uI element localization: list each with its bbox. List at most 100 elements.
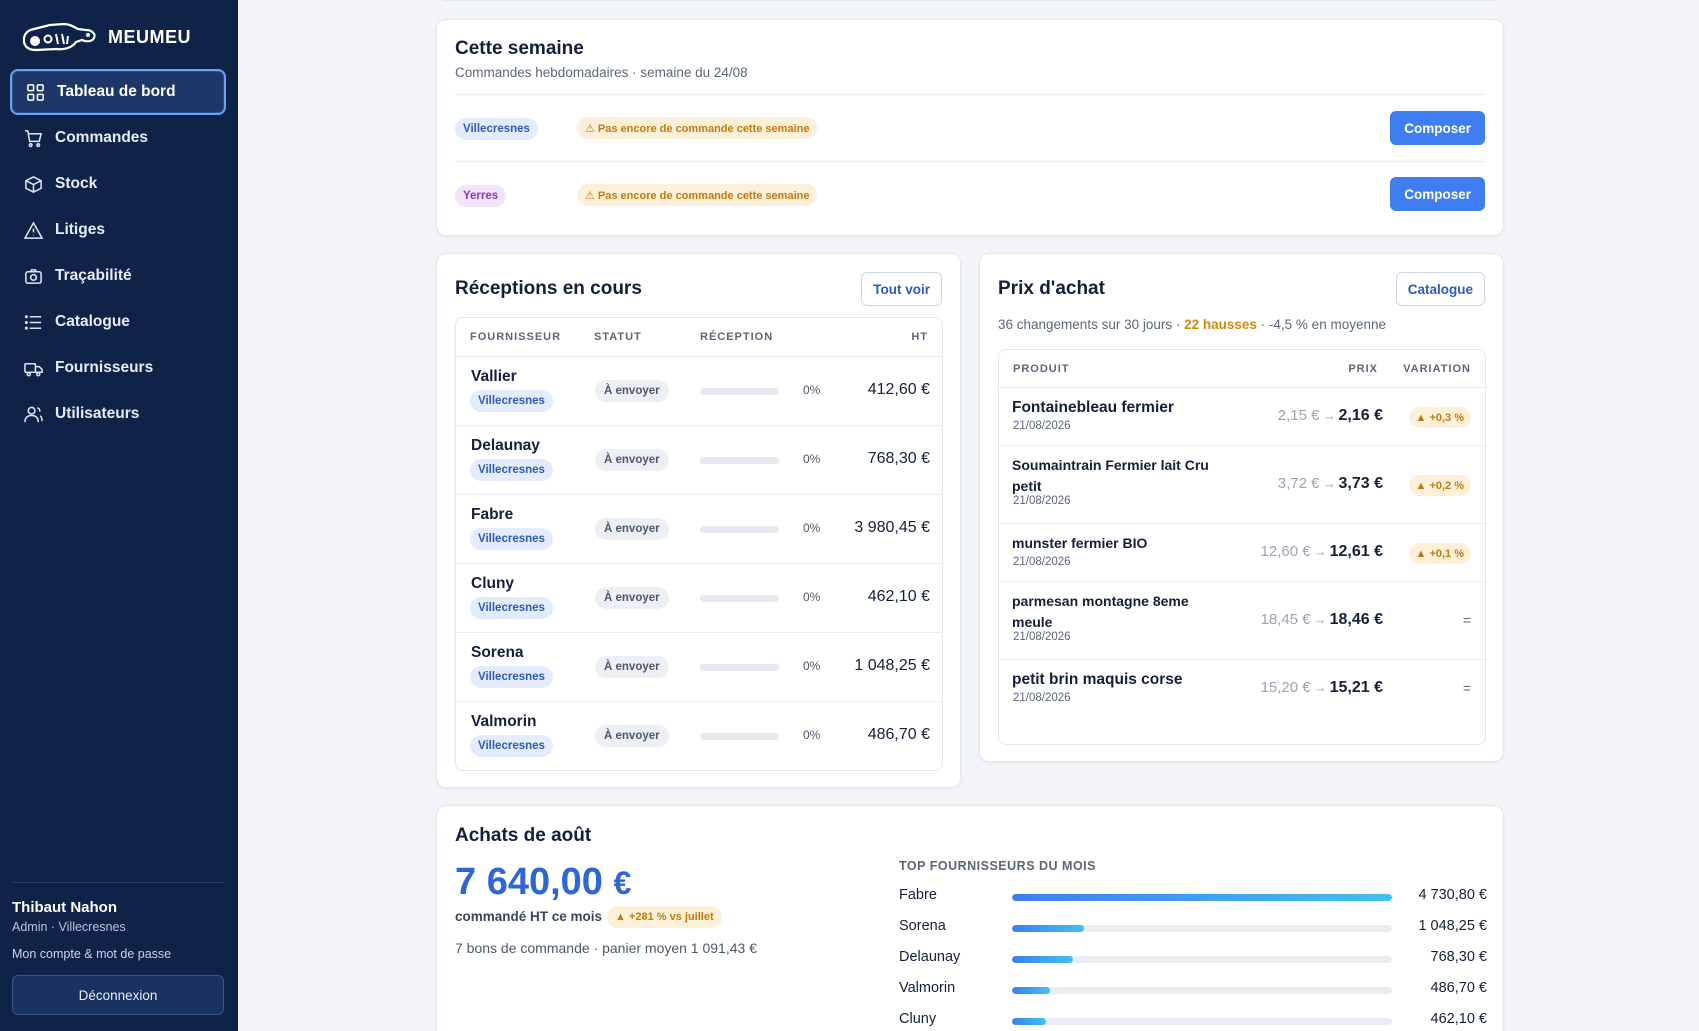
nav-label: Utilisateurs [55, 405, 140, 422]
table-row[interactable]: Vallier Villecresnes À envoyer 0% 412,60 € [456, 357, 942, 426]
table-row[interactable]: petit brin maquis corse 21/08/2026 15,20 €… [999, 660, 1485, 718]
box-icon [25, 175, 42, 193]
nav-item-catalogue[interactable]: Catalogue [10, 299, 226, 345]
amount-ht: 1 048,25 € [854, 657, 930, 674]
summary-suffix: · -4,5 % en moyenne [1256, 317, 1386, 332]
nav-item-tableau-de-bord[interactable]: Tableau de bord [10, 69, 226, 115]
table-row[interactable]: Soumaintrain Fermier lait Cru petit 21/08… [999, 446, 1485, 524]
truck-icon [24, 362, 43, 376]
table-row[interactable]: Cluny Villecresnes À envoyer 0% 462,10 € [456, 564, 942, 633]
amount-ht: 3 980,45 € [854, 519, 930, 536]
table-row[interactable]: Fabre Villecresnes À envoyer 0% 3 980,45 € [456, 495, 942, 564]
top-supplier-name: Sorena [899, 918, 946, 934]
status-badge: À envoyer [595, 518, 669, 540]
bar-fill [1012, 894, 1392, 901]
nav-item-fournisseurs[interactable]: Fournisseurs [10, 345, 226, 391]
see-all-button[interactable]: Tout voir [861, 272, 942, 306]
nav-label: Stock [55, 175, 98, 192]
col-ht: HT [911, 331, 928, 343]
reception-progress-bar [700, 457, 779, 464]
top-supplier-value: 486,70 € [1430, 980, 1487, 996]
users-icon [24, 406, 43, 422]
col-prix: PRIX [1348, 363, 1378, 375]
brand-logo-icon [22, 22, 96, 52]
amount-ht: 462,10 € [867, 588, 930, 605]
nav-item-utilisateurs[interactable]: Utilisateurs [10, 391, 226, 437]
top-supplier-value: 1 048,25 € [1418, 918, 1487, 934]
site-chip: Villecresnes [470, 666, 553, 688]
table-row[interactable]: Sorena Villecresnes À envoyer 0% 1 048,25 € [456, 633, 942, 702]
basket-average: panier moyen 1 091,43 € [602, 940, 757, 956]
brand-name: MEUMEU [108, 26, 191, 47]
compose-button[interactable]: Composer [1390, 111, 1485, 145]
receptions-table: FOURNISSEUR STATUT RÉCEPTION HT Vallier V… [455, 317, 943, 771]
reception-progress-bar [700, 526, 779, 533]
orders-count: 7 bons de commande · [455, 940, 599, 956]
price-date: 21/08/2026 [1013, 420, 1071, 432]
no-order-warning: ⚠ Pas encore de commande cette semaine [577, 184, 818, 206]
no-order-warning: ⚠ Pas encore de commande cette semaine [577, 117, 818, 139]
account-link[interactable]: Mon compte & mot de passe [12, 947, 172, 961]
summary-prefix: 36 changements sur 30 jours · [998, 317, 1185, 332]
progress-label: 0% [803, 452, 821, 466]
status-badge: À envoyer [595, 380, 669, 402]
table-row[interactable]: Fontainebleau fermier 21/08/2026 2,15 € → 2,… [999, 388, 1485, 446]
col-variation: VARIATION [1403, 363, 1471, 375]
supplier-name: Fabre [471, 506, 514, 523]
nav-item-commandes[interactable]: Commandes [10, 115, 226, 161]
table-row[interactable]: Delaunay Villecresnes À envoyer 0% 768,30 € [456, 426, 942, 495]
table-row[interactable]: Valmorin Villecresnes À envoyer 0% 486,70 € [456, 702, 942, 770]
receptions-title: Réceptions en cours [455, 278, 642, 299]
site-chip: Yerres [455, 185, 507, 207]
product-name: petit brin maquis corse [1012, 671, 1183, 688]
site-chip: Villecresnes [455, 118, 538, 140]
variation-badge: ▲ +0,1 % [1408, 543, 1471, 564]
achats-card: Achats de août 7 640,00 € commandé HT ce… [436, 805, 1504, 1031]
supplier-name: Sorena [471, 644, 524, 661]
variation-equal: = [1462, 680, 1471, 696]
nav-item-tracabilite[interactable]: Traçabilité [10, 253, 226, 299]
bar-fill [1012, 925, 1085, 932]
orders-summary: 7 bons de commande · panier moyen 1 091,… [455, 940, 757, 956]
top-suppliers-title: TOP FOURNISSEURS DU MOIS [899, 859, 1096, 873]
prix-card: Prix d'achat Catalogue 36 changements su… [979, 253, 1504, 762]
nav-label: Catalogue [55, 313, 130, 330]
catalogue-button[interactable]: Catalogue [1395, 272, 1485, 306]
bar-fill [1012, 956, 1073, 963]
status-badge: À envoyer [595, 656, 669, 678]
prix-title: Prix d'achat [998, 278, 1105, 299]
growth-badge: ▲ +281 % vs juillet [607, 906, 722, 928]
new-price: 15,21 € [1329, 679, 1383, 696]
sidebar-divider [12, 882, 224, 883]
top-supplier-row: Sorena 1 048,25 € [899, 915, 1487, 939]
brand[interactable]: MEUMEU [20, 20, 191, 54]
bar-fill [1012, 1018, 1047, 1025]
price-date: 21/08/2026 [1013, 495, 1071, 507]
site-chip: Villecresnes [470, 528, 553, 550]
col-statut: STATUT [594, 331, 642, 343]
old-price: 2,15 € [1277, 407, 1320, 424]
price-change: 2,15 € → 2,16 € [1278, 407, 1383, 425]
price-summary: 36 changements sur 30 jours · 22 hausses… [998, 317, 1386, 332]
week-card: Cette semaine Commandes hebdomadaires · … [436, 19, 1504, 236]
nav-label: Tableau de bord [57, 83, 176, 100]
top-supplier-bar [1012, 956, 1392, 963]
progress-label: 0% [803, 659, 821, 673]
logout-button[interactable]: Déconnexion [12, 975, 224, 1015]
nav-item-litiges[interactable]: Litiges [10, 207, 226, 253]
nav-item-stock[interactable]: Stock [10, 161, 226, 207]
compose-button[interactable]: Composer [1390, 177, 1485, 211]
user-name: Thibaut Nahon [12, 899, 117, 916]
arrow-right-icon: → [1322, 476, 1336, 491]
supplier-name: Valmorin [471, 713, 537, 730]
table-row[interactable]: parmesan montagne 8eme meule 21/08/2026 18… [999, 582, 1485, 660]
amount-ht: 412,60 € [867, 381, 930, 398]
week-row: Villecresnes ⚠ Pas encore de commande ce… [455, 94, 1485, 161]
table-row[interactable]: munster fermier BIO 21/08/2026 12,60 € → 12,… [999, 524, 1485, 582]
supplier-name: Cluny [471, 575, 515, 592]
top-supplier-value: 462,10 € [1430, 1011, 1487, 1027]
table-header: PRODUIT PRIX VARIATION [999, 350, 1485, 388]
product-name: munster fermier BIO [1012, 535, 1148, 551]
price-change: 18,45 € → 18,46 € [1261, 611, 1383, 629]
price-change: 3,72 € → 3,73 € [1278, 475, 1383, 493]
